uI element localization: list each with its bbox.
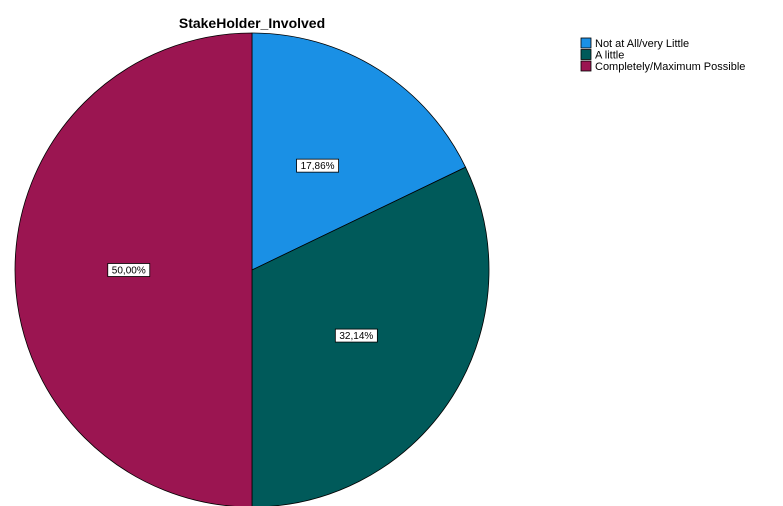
slice-label-box [107, 263, 151, 277]
legend-item-a-little: A little [580, 49, 624, 62]
legend-swatch [580, 37, 592, 49]
legend-swatch [580, 60, 592, 72]
legend-label: A little [595, 50, 624, 62]
pie-slice-not-at-all-very-little [251, 32, 467, 271]
slice-label-box [296, 158, 339, 173]
slice-label-text: 50,00% [112, 266, 146, 277]
slice-label: 32,14% [334, 328, 378, 343]
slice-labels: 17,86% 32,14% 50,00% [107, 158, 378, 343]
legend-item-completely-maximum-possible: Completely/Maximum Possible [580, 60, 745, 73]
slice-label-box [334, 328, 378, 343]
slice-label: 17,86% [296, 158, 339, 173]
chart-title: StakeHolder_Involved [179, 15, 325, 31]
slice-label-text: 32,14% [339, 331, 373, 342]
legend-label: Completely/Maximum Possible [595, 61, 745, 73]
legend-label: Not at All/very Little [595, 38, 689, 50]
legend-item-not-at-all-very-little: Not at All/very Little [580, 37, 689, 50]
slice-label: 50,00% [107, 263, 151, 277]
pie-slices [14, 32, 490, 506]
legend-swatch [580, 49, 592, 60]
slice-label-text: 17,86% [301, 161, 335, 172]
